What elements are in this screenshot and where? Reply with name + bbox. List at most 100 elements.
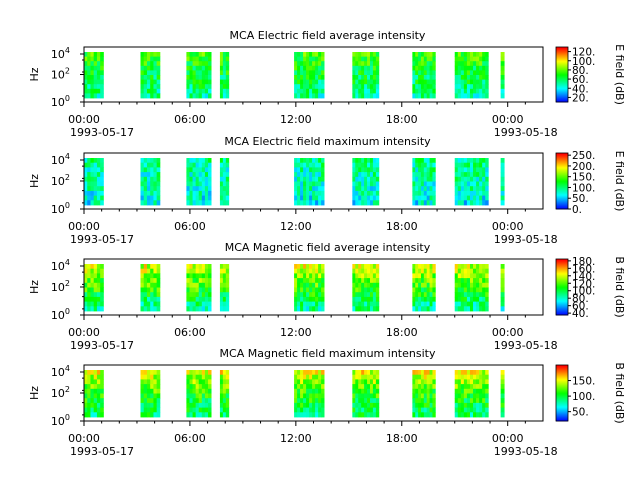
spectrogram-cell <box>372 52 377 57</box>
spectrogram-cell <box>420 93 425 99</box>
spectrogram-cell <box>429 75 433 80</box>
spectrogram-cell <box>369 374 374 380</box>
spectrogram-cell <box>412 278 416 284</box>
colorbar-swatch <box>556 58 568 61</box>
spectrogram-cell <box>367 79 371 85</box>
spectrogram-cell <box>93 374 98 380</box>
spectrogram-cell <box>466 296 471 302</box>
spectrogram-cell <box>454 306 459 312</box>
y-tick-label: 104 <box>51 258 70 273</box>
spectrogram-cell <box>156 393 161 399</box>
spectrogram-cell <box>482 268 486 274</box>
spectrogram-cell <box>198 398 203 404</box>
spectrogram-cell <box>415 268 419 274</box>
spectrogram-cell <box>364 384 368 390</box>
spectrogram-cell <box>415 93 419 99</box>
colorbar-swatch <box>556 73 568 75</box>
spectrogram-cell <box>415 70 419 76</box>
spectrogram-cell <box>204 374 209 380</box>
spectrogram-cell <box>198 186 203 192</box>
spectrogram-cell <box>100 195 104 201</box>
spectrogram-cell <box>361 61 365 67</box>
spectrogram-cell <box>375 282 380 288</box>
spectrogram-cell <box>198 61 203 67</box>
spectrogram-cell <box>352 292 356 298</box>
spectrogram-cell <box>146 282 151 288</box>
spectrogram-cell <box>479 278 483 284</box>
colorbar-swatch <box>556 59 568 62</box>
spectrogram-cell <box>460 56 465 62</box>
spectrogram-cell <box>84 186 88 192</box>
spectrogram-cell <box>426 195 430 201</box>
spectrogram-cell <box>420 282 425 288</box>
spectrogram-cell <box>156 181 161 187</box>
spectrogram-cell <box>186 176 190 182</box>
colorbar-swatch <box>556 297 568 299</box>
spectrogram-cell <box>454 65 459 71</box>
spectrogram-cell <box>222 398 227 404</box>
spectrogram-cell <box>460 398 465 404</box>
spectrogram-cell <box>204 407 209 413</box>
spectrogram-cell <box>473 296 477 302</box>
colorbar-swatch <box>556 164 568 166</box>
spectrogram-cell <box>315 292 319 298</box>
spectrogram-cell <box>297 84 301 90</box>
spectrogram-cell <box>93 370 98 376</box>
spectrogram-cell <box>156 402 161 408</box>
spectrogram-cell <box>156 186 161 192</box>
y-tick-label: 100 <box>51 307 70 322</box>
colorbar-swatch <box>556 274 568 277</box>
spectrogram-cell <box>84 52 88 57</box>
spectrogram-cell <box>423 278 428 284</box>
spectrogram-cell <box>143 282 148 288</box>
spectrogram-cell <box>473 195 477 201</box>
spectrogram-cell <box>140 268 145 274</box>
data-segment <box>186 158 212 206</box>
spectrogram-cell <box>306 195 310 201</box>
spectrogram-cell <box>469 61 474 67</box>
spectrogram-cell <box>364 84 368 90</box>
spectrogram-cell <box>90 56 95 62</box>
spectrogram-cell <box>457 379 462 385</box>
spectrogram-cell <box>198 88 203 94</box>
spectrogram-cell <box>143 172 148 178</box>
spectrogram-cell <box>361 158 365 164</box>
spectrogram-cell <box>352 88 356 94</box>
spectrogram-cell <box>100 264 104 270</box>
spectrogram-cell <box>315 301 319 307</box>
spectrogram-cell <box>90 195 95 201</box>
spectrogram-cell <box>100 296 104 302</box>
spectrogram-cell <box>93 402 98 408</box>
colorbar-swatch <box>556 276 568 279</box>
spectrogram-cell <box>479 388 483 394</box>
spectrogram-cell <box>87 278 91 284</box>
spectrogram-cell <box>225 186 230 192</box>
spectrogram-cell <box>208 56 212 62</box>
spectrogram-cell <box>143 176 148 182</box>
spectrogram-cell <box>198 162 203 168</box>
spectrogram-cell <box>297 379 301 385</box>
spectrogram-cell <box>219 158 224 164</box>
spectrogram-cell <box>466 412 471 418</box>
spectrogram-cell <box>415 306 419 312</box>
spectrogram-cell <box>306 200 310 206</box>
spectrogram-cell <box>143 84 148 90</box>
spectrogram-cell <box>364 264 368 270</box>
spectrogram-cell <box>309 393 313 399</box>
spectrogram-cell <box>355 273 359 279</box>
spectrogram-cell <box>423 412 428 418</box>
spectrogram-cell <box>153 52 158 57</box>
spectrogram-cell <box>315 306 319 312</box>
spectrogram-cell <box>476 264 480 270</box>
spectrogram-cell <box>318 388 322 394</box>
colorbar: 50.100.150. B field (dB) <box>555 362 626 424</box>
spectrogram-cell <box>208 384 212 390</box>
spectrogram-cell <box>367 65 371 71</box>
spectrogram-cell <box>312 282 316 288</box>
spectrogram-cell <box>208 167 212 173</box>
spectrogram-cell <box>156 306 161 312</box>
spectrogram-cell <box>140 65 145 71</box>
spectrogram-cell <box>140 195 145 201</box>
spectrogram-cell <box>153 195 158 201</box>
spectrogram-cell <box>429 282 433 288</box>
